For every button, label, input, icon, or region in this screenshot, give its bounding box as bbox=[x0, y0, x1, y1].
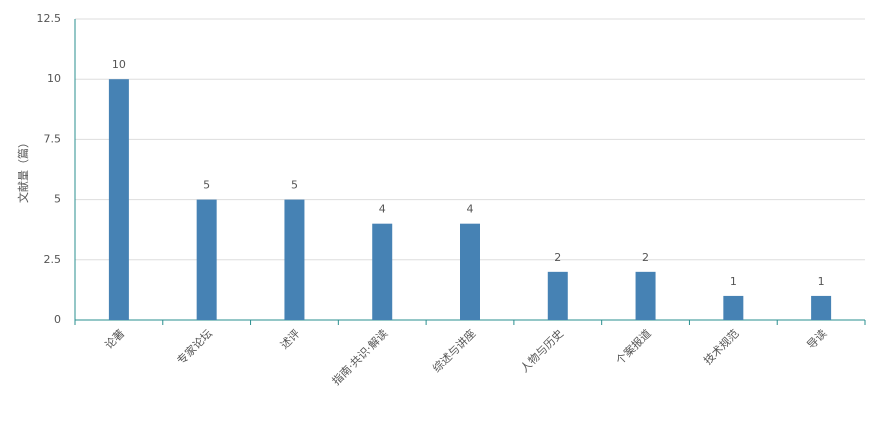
bar bbox=[460, 223, 480, 320]
data-label: 5 bbox=[203, 179, 210, 192]
data-label: 1 bbox=[730, 275, 737, 288]
bar bbox=[284, 199, 305, 320]
bar bbox=[108, 79, 129, 320]
bar bbox=[196, 199, 217, 320]
data-label: 4 bbox=[379, 203, 386, 216]
x-tick-label: 技术规范 bbox=[701, 326, 742, 367]
bar bbox=[372, 223, 393, 320]
x-tick-label: 个案报道 bbox=[613, 326, 654, 367]
bar bbox=[635, 271, 656, 320]
data-label: 10 bbox=[112, 58, 126, 71]
bar bbox=[723, 295, 744, 320]
x-tick-label: 专家论坛 bbox=[174, 326, 215, 367]
bar bbox=[811, 295, 832, 320]
y-tick-label: 7.5 bbox=[44, 132, 62, 145]
data-label: 2 bbox=[554, 251, 561, 264]
x-tick-label: 述评 bbox=[278, 327, 303, 352]
data-label: 2 bbox=[642, 251, 649, 264]
y-tick-label: 0 bbox=[54, 313, 61, 326]
data-label: 4 bbox=[467, 203, 474, 216]
y-tick-label: 12.5 bbox=[37, 12, 62, 25]
bar bbox=[547, 271, 568, 320]
y-tick-label: 2.5 bbox=[44, 253, 62, 266]
x-tick-label: 综述与讲座 bbox=[429, 326, 478, 375]
x-tick-label: 论著 bbox=[102, 326, 127, 351]
y-tick-label: 5 bbox=[54, 193, 61, 206]
y-tick-label: 10 bbox=[47, 72, 61, 85]
x-tick-label: 指南·共识·解读 bbox=[329, 326, 391, 388]
x-tick-label: 导读 bbox=[804, 326, 829, 351]
y-axis-label: 文献量（篇） bbox=[16, 137, 30, 203]
x-tick-label: 人物与历史 bbox=[517, 326, 566, 375]
data-label: 5 bbox=[291, 179, 298, 192]
data-label: 1 bbox=[818, 275, 825, 288]
